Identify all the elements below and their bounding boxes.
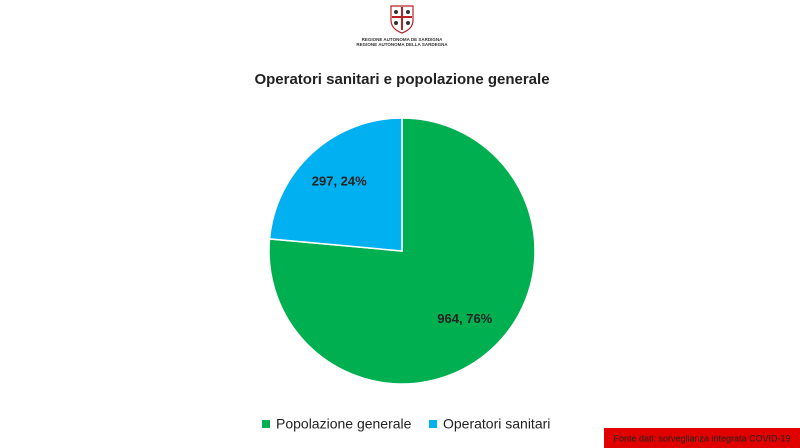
chart-title: Operatori sanitari e popolazione general… <box>254 71 549 88</box>
source-note: Fonte dati: sorveglianza integrata COVID… <box>613 433 790 443</box>
legend: Popolazione generale Operatori sanitari <box>262 416 550 432</box>
legend-swatch <box>429 420 437 428</box>
logo <box>390 5 414 34</box>
pie-slice <box>268 117 403 252</box>
data-label: 964, 76% <box>437 311 492 326</box>
legend-label: Popolazione generale <box>276 416 412 432</box>
data-label: 297, 24% <box>312 174 367 189</box>
header-line: REGIONE AUTONOMA DELLA SARDEGNA <box>356 42 448 47</box>
legend-label: Operatori sanitari <box>443 416 550 432</box>
header-line: REGIONE AUTONOMA DE SARDIGNA <box>362 37 444 42</box>
source-box <box>604 428 800 448</box>
legend-swatch <box>262 420 270 428</box>
pie: 964, 76% 297, 24% <box>268 117 536 385</box>
